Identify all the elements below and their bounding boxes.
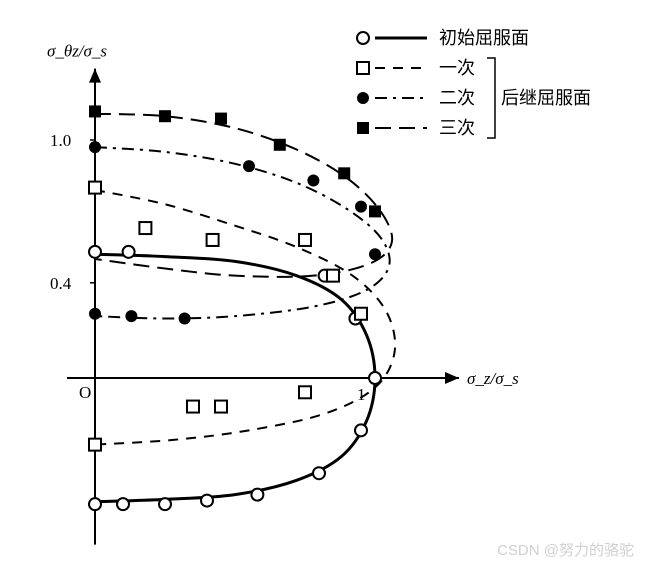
legend-label: 初始屈服面 (439, 28, 529, 48)
origin-label: O (79, 383, 91, 402)
legend-label: 二次 (439, 88, 475, 108)
x-axis-arrow (445, 372, 459, 384)
y-axis-arrow (89, 69, 101, 83)
watermark: CSDN @努力的骆驼 (497, 539, 634, 560)
y-tick-label: 1.0 (50, 131, 71, 150)
y-axis-label: σ_θz/σ_s (47, 42, 107, 61)
legend-label: 一次 (439, 58, 475, 78)
yield-surface-chart: σ_z/σ_sσ_θz/σ_sO10.41.0初始屈服面一次二次三次后继屈服面 (0, 0, 654, 575)
legend-label: 三次 (439, 118, 475, 138)
curve-third (95, 114, 392, 277)
legend-bracket (487, 58, 495, 138)
y-tick-label: 0.4 (50, 274, 72, 293)
legend-bracket-label: 后继屈服面 (501, 88, 591, 108)
x-axis-label: σ_z/σ_s (467, 369, 519, 388)
